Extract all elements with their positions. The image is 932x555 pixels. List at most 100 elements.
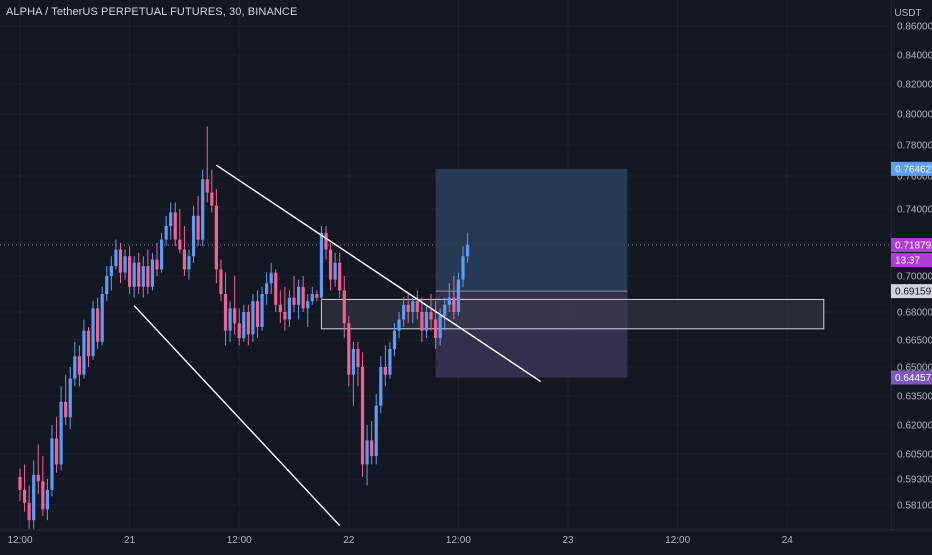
profit-zone[interactable] xyxy=(435,168,628,292)
candle-body xyxy=(205,179,209,193)
candle-body xyxy=(274,272,278,305)
candle xyxy=(141,256,145,298)
y-tick-label: 0.80000 xyxy=(897,110,932,121)
stop-price-label-bg xyxy=(891,370,932,385)
position-tool[interactable] xyxy=(320,168,825,378)
candle-body xyxy=(73,356,77,379)
candle-body xyxy=(338,262,342,291)
candle-body xyxy=(269,272,273,284)
candle-body xyxy=(429,312,433,320)
y-tick-label: 0.78000 xyxy=(897,141,932,152)
candle-body xyxy=(397,319,401,331)
candle xyxy=(155,243,159,276)
candle xyxy=(342,276,346,339)
candle xyxy=(182,226,187,276)
countdown-label: 13:37 xyxy=(891,252,932,267)
candle-body xyxy=(379,367,383,406)
candle-body xyxy=(246,312,250,335)
y-tick-label: 0.63500 xyxy=(897,392,932,403)
candle-body xyxy=(347,323,351,375)
y-tick-label: 0.76000 xyxy=(897,172,932,183)
candle xyxy=(379,356,383,414)
candle-body xyxy=(351,349,355,375)
candle xyxy=(32,460,36,529)
candle-body xyxy=(77,356,81,375)
candle-body xyxy=(123,256,127,273)
x-tick-label: 23 xyxy=(562,535,574,546)
candle xyxy=(461,246,465,287)
stop-price-label-text: 0.64457 xyxy=(895,373,932,384)
x-tick-label: 21 xyxy=(124,535,136,546)
candle xyxy=(429,294,433,331)
candle-body xyxy=(374,405,378,457)
candle xyxy=(210,169,214,213)
candle-body xyxy=(328,249,333,280)
candle xyxy=(118,243,123,284)
candle xyxy=(296,279,301,320)
last-price-label: 0.71879 xyxy=(891,237,932,252)
candle-body xyxy=(278,304,282,312)
candle-body xyxy=(155,259,159,270)
countdown-label-bg xyxy=(891,252,932,267)
candle-body xyxy=(18,476,22,490)
lower-trendline[interactable] xyxy=(133,305,341,527)
candle xyxy=(178,209,182,253)
currency-label: USDT xyxy=(894,8,921,19)
candle xyxy=(310,286,314,305)
last-price-label-bg xyxy=(891,237,932,252)
candle-body xyxy=(182,249,187,270)
candle xyxy=(114,239,118,270)
candle xyxy=(128,246,132,294)
candle-body xyxy=(86,330,91,357)
candles xyxy=(18,126,470,529)
candle xyxy=(100,286,104,346)
candle xyxy=(338,252,342,298)
candle-body xyxy=(319,232,324,298)
candle-body xyxy=(118,249,123,273)
candle xyxy=(347,315,351,387)
time-axis[interactable]: 12:00 21 12:00 22 12:00 23 12:00 24 xyxy=(0,529,932,546)
candle-body xyxy=(32,474,36,521)
candle-body xyxy=(201,179,205,240)
candle-body xyxy=(411,301,415,312)
chart-title: ALPHA / TetherUS PERPETUAL FUTURES, 30, … xyxy=(6,6,298,18)
candle-body xyxy=(420,312,424,331)
candle-body xyxy=(356,349,360,367)
x-tick-label: 12:00 xyxy=(446,535,471,546)
candle-body xyxy=(237,323,241,339)
candle xyxy=(150,252,155,291)
candle-body xyxy=(292,297,296,305)
trendlines[interactable] xyxy=(133,164,542,527)
candle-body xyxy=(159,239,164,270)
candle xyxy=(397,312,401,339)
candle xyxy=(91,301,95,360)
candle-body xyxy=(210,192,214,206)
candle xyxy=(54,417,59,473)
candle xyxy=(315,290,319,302)
y-tick-label: 0.58100 xyxy=(897,501,932,512)
candle-body xyxy=(310,294,314,302)
x-tick-label: 12:00 xyxy=(7,535,32,546)
candle-body xyxy=(306,301,310,309)
candle xyxy=(456,272,461,316)
candle xyxy=(223,272,228,346)
entry-zone-box[interactable] xyxy=(320,298,825,330)
candle xyxy=(402,297,406,327)
candle xyxy=(233,276,237,335)
candle-body xyxy=(406,304,410,312)
grid xyxy=(0,0,891,530)
candle xyxy=(219,259,223,302)
stop-price-label: 0.64457 xyxy=(891,370,932,385)
candle xyxy=(328,243,333,291)
candle xyxy=(68,367,72,429)
last-price-label-text: 0.71879 xyxy=(895,240,932,251)
entry-price-label-text: 0.69159 xyxy=(895,287,932,298)
candle xyxy=(406,294,410,324)
candle xyxy=(242,304,246,342)
candle-body xyxy=(223,294,228,331)
candle-body xyxy=(415,301,419,312)
upper-trendline[interactable] xyxy=(215,164,542,383)
candle-body xyxy=(370,440,374,457)
